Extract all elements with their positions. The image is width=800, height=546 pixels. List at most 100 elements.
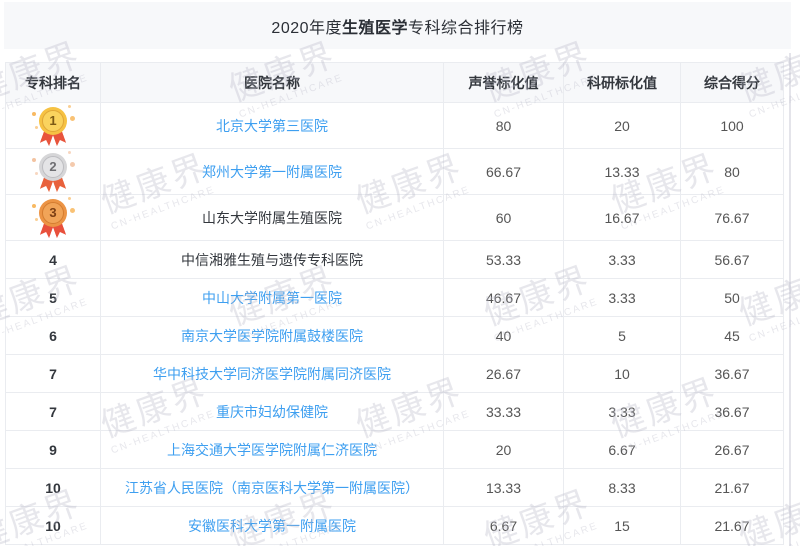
rank-cell: 10 bbox=[5, 468, 101, 507]
rank-cell: 5 bbox=[5, 278, 101, 317]
ranking-table: 专科排名 医院名称 声誉标化值 科研标化值 综合得分 1 北京大学第三医院 bbox=[5, 62, 784, 545]
rank-number: 9 bbox=[49, 441, 57, 458]
reputation-value: 26.67 bbox=[443, 354, 564, 393]
title-prefix: 2020年度 bbox=[271, 19, 343, 37]
rank-cell: 7 bbox=[5, 354, 101, 393]
hospital-link[interactable]: 中山大学附属第一医院 bbox=[202, 289, 342, 306]
header-reputation: 声誉标化值 bbox=[443, 62, 564, 103]
research-value: 13.33 bbox=[563, 148, 681, 195]
reputation-value: 13.33 bbox=[443, 468, 564, 507]
score-value: 36.67 bbox=[680, 392, 784, 431]
research-value: 15 bbox=[563, 506, 681, 545]
score-value: 36.67 bbox=[680, 354, 784, 393]
rank-number: 4 bbox=[49, 251, 57, 268]
reputation-value: 6.67 bbox=[443, 506, 564, 545]
table-row: 1 北京大学第三医院 80 20 100 bbox=[5, 102, 784, 149]
score-value: 45 bbox=[680, 316, 784, 355]
reputation-value: 66.67 bbox=[443, 148, 564, 195]
hospital-cell: 安徽医科大学第一附属医院 bbox=[100, 506, 444, 545]
table-row: 7 华中科技大学同济医学院附属同济医院 26.67 10 36.67 bbox=[5, 354, 784, 393]
reputation-value: 60 bbox=[443, 194, 564, 241]
hospital-cell: 上海交通大学医学院附属仁济医院 bbox=[100, 430, 444, 469]
hospital-link[interactable]: 安徽医科大学第一附属医院 bbox=[188, 517, 356, 534]
rank-cell: 6 bbox=[5, 316, 101, 355]
rank-cell: 2 bbox=[5, 148, 101, 195]
rank-number: 5 bbox=[49, 289, 57, 306]
research-value: 20 bbox=[563, 102, 681, 149]
rank-cell: 4 bbox=[5, 240, 101, 279]
hospital-link[interactable]: 南京大学医学院附属鼓楼医院 bbox=[181, 327, 363, 344]
medal-rank-number: 2 bbox=[49, 159, 57, 174]
page-title: 2020年度生殖医学专科综合排行榜 bbox=[271, 14, 523, 38]
scrollbar-track[interactable] bbox=[789, 53, 791, 546]
reputation-value: 40 bbox=[443, 316, 564, 355]
rank-number: 6 bbox=[49, 327, 57, 344]
hospital-link[interactable]: 江苏省人民医院（南京医科大学第一附属医院） bbox=[125, 479, 419, 496]
table-row: 9 上海交通大学医学院附属仁济医院 20 6.67 26.67 bbox=[5, 430, 784, 469]
reputation-value: 33.33 bbox=[443, 392, 564, 431]
hospital-cell: 重庆市妇幼保健院 bbox=[100, 392, 444, 431]
hospital-link[interactable]: 华中科技大学同济医学院附属同济医院 bbox=[153, 365, 391, 382]
title-highlight: 生殖医学 bbox=[342, 19, 409, 37]
table-row: 10 安徽医科大学第一附属医院 6.67 15 21.67 bbox=[5, 506, 784, 545]
rank-number: 7 bbox=[49, 365, 57, 382]
rank-cell: 7 bbox=[5, 392, 101, 431]
score-value: 100 bbox=[680, 102, 784, 149]
rank-number: 10 bbox=[45, 479, 61, 496]
rank-number: 7 bbox=[49, 403, 57, 420]
score-value: 21.67 bbox=[680, 468, 784, 507]
research-value: 6.67 bbox=[563, 430, 681, 469]
rank-cell: 1 bbox=[5, 102, 101, 149]
score-value: 80 bbox=[680, 148, 784, 195]
reputation-value: 53.33 bbox=[443, 240, 564, 279]
rank-cell: 9 bbox=[5, 430, 101, 469]
research-value: 8.33 bbox=[563, 468, 681, 507]
header-score: 综合得分 bbox=[680, 62, 784, 103]
hospital-cell: 山东大学附属生殖医院 bbox=[100, 194, 444, 241]
table-row: 10 江苏省人民医院（南京医科大学第一附属医院） 13.33 8.33 21.6… bbox=[5, 468, 784, 507]
hospital-name: 中信湘雅生殖与遗传专科医院 bbox=[181, 251, 363, 268]
hospital-link[interactable]: 重庆市妇幼保健院 bbox=[216, 403, 328, 420]
rank-cell: 3 bbox=[5, 194, 101, 241]
hospital-cell: 华中科技大学同济医学院附属同济医院 bbox=[100, 354, 444, 393]
reputation-value: 20 bbox=[443, 430, 564, 469]
page-title-bar: 2020年度生殖医学专科综合排行榜 bbox=[4, 2, 791, 49]
table-row: 4 中信湘雅生殖与遗传专科医院 53.33 3.33 56.67 bbox=[5, 240, 784, 279]
score-value: 76.67 bbox=[680, 194, 784, 241]
table-header-row: 专科排名 医院名称 声誉标化值 科研标化值 综合得分 bbox=[5, 62, 784, 103]
hospital-cell: 中信湘雅生殖与遗传专科医院 bbox=[100, 240, 444, 279]
hospital-cell: 北京大学第三医院 bbox=[100, 102, 444, 149]
medal-icon: 3 bbox=[32, 196, 75, 238]
header-rank: 专科排名 bbox=[5, 62, 101, 103]
hospital-name: 山东大学附属生殖医院 bbox=[202, 209, 342, 226]
header-hospital: 医院名称 bbox=[100, 62, 444, 103]
medal-rank-number: 1 bbox=[49, 113, 57, 128]
medal-icon: 2 bbox=[32, 150, 75, 192]
hospital-cell: 郑州大学第一附属医院 bbox=[100, 148, 444, 195]
score-value: 50 bbox=[680, 278, 784, 317]
rank-number: 10 bbox=[45, 517, 61, 534]
research-value: 3.33 bbox=[563, 392, 681, 431]
reputation-value: 46.67 bbox=[443, 278, 564, 317]
research-value: 3.33 bbox=[563, 240, 681, 279]
research-value: 16.67 bbox=[563, 194, 681, 241]
table-row: 6 南京大学医学院附属鼓楼医院 40 5 45 bbox=[5, 316, 784, 355]
research-value: 3.33 bbox=[563, 278, 681, 317]
table-row: 7 重庆市妇幼保健院 33.33 3.33 36.67 bbox=[5, 392, 784, 431]
hospital-link[interactable]: 上海交通大学医学院附属仁济医院 bbox=[167, 441, 377, 458]
reputation-value: 80 bbox=[443, 102, 564, 149]
table-row: 3 山东大学附属生殖医院 60 16.67 76.67 bbox=[5, 194, 784, 241]
research-value: 5 bbox=[563, 316, 681, 355]
medal-icon: 1 bbox=[32, 104, 75, 146]
score-value: 21.67 bbox=[680, 506, 784, 545]
table-row: 2 郑州大学第一附属医院 66.67 13.33 80 bbox=[5, 148, 784, 195]
hospital-link[interactable]: 北京大学第三医院 bbox=[216, 117, 328, 134]
hospital-link[interactable]: 郑州大学第一附属医院 bbox=[202, 163, 342, 180]
hospital-cell: 中山大学附属第一医院 bbox=[100, 278, 444, 317]
table-row: 5 中山大学附属第一医院 46.67 3.33 50 bbox=[5, 278, 784, 317]
score-value: 26.67 bbox=[680, 430, 784, 469]
title-suffix: 专科综合排行榜 bbox=[408, 19, 524, 37]
hospital-cell: 江苏省人民医院（南京医科大学第一附属医院） bbox=[100, 468, 444, 507]
rank-cell: 10 bbox=[5, 506, 101, 545]
